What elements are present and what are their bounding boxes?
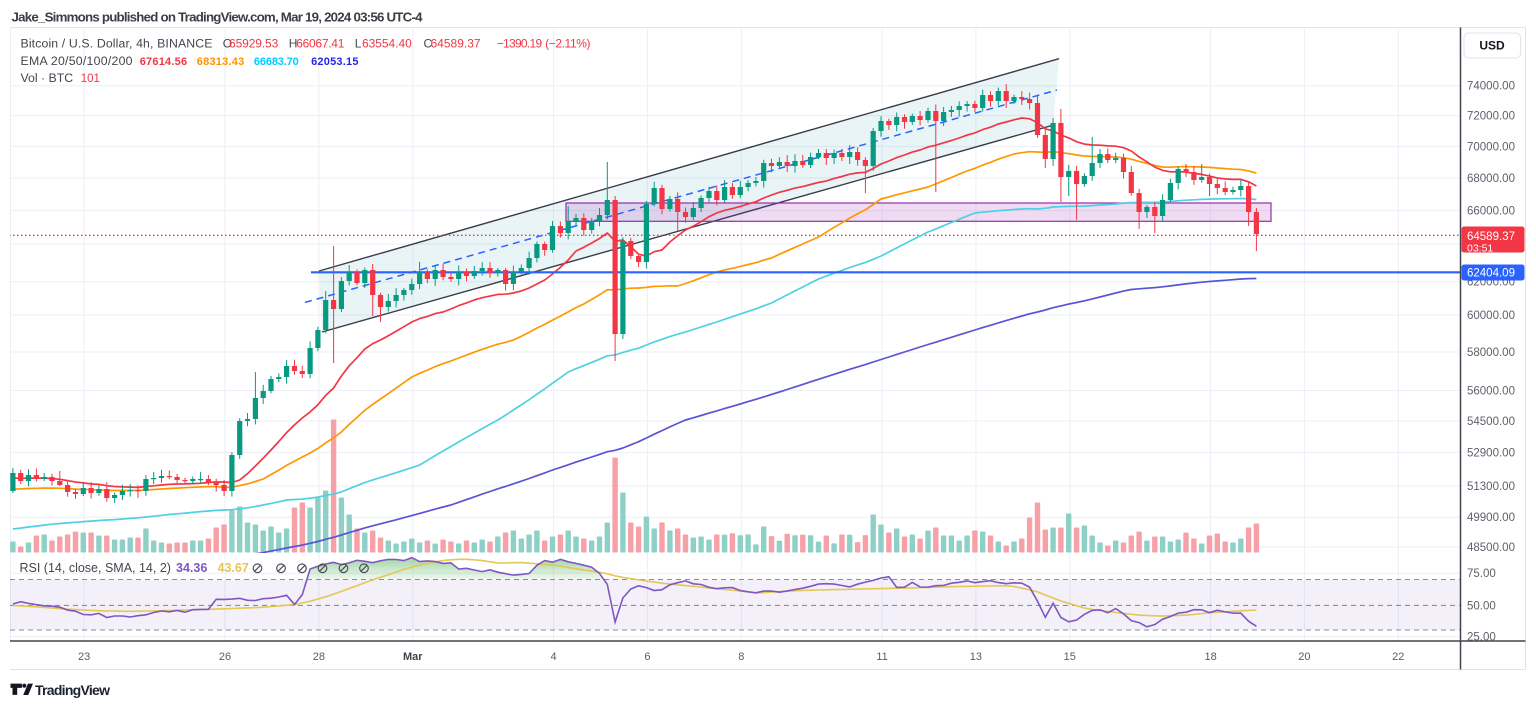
svg-text:34.36: 34.36: [176, 561, 207, 575]
svg-text:13: 13: [970, 651, 982, 663]
svg-text:50.00: 50.00: [1467, 600, 1496, 612]
svg-text:28: 28: [313, 651, 325, 663]
svg-text:15: 15: [1064, 651, 1076, 663]
svg-text:25.00: 25.00: [1467, 632, 1496, 644]
svg-text:58000.00: 58000.00: [1467, 347, 1515, 359]
svg-text:4: 4: [551, 651, 557, 663]
svg-text:Vol · BTC: Vol · BTC: [21, 71, 74, 85]
svg-text:20: 20: [1298, 651, 1310, 663]
svg-text:72000.00: 72000.00: [1467, 111, 1515, 123]
svg-text:54500.00: 54500.00: [1467, 416, 1515, 428]
svg-text:6: 6: [644, 651, 650, 663]
svg-text:48500.00: 48500.00: [1467, 542, 1515, 554]
svg-text:TradingView: TradingView: [35, 682, 110, 698]
svg-text:Mar: Mar: [403, 651, 423, 663]
svg-text:64589.37: 64589.37: [1467, 231, 1515, 243]
svg-text:11: 11: [876, 651, 887, 663]
svg-text:66000.00: 66000.00: [1467, 206, 1515, 218]
svg-text:68000.00: 68000.00: [1467, 173, 1515, 185]
svg-text:74000.00: 74000.00: [1467, 81, 1515, 93]
svg-text:26: 26: [219, 651, 231, 663]
svg-text:49900.00: 49900.00: [1467, 512, 1515, 524]
svg-text:USD: USD: [1479, 39, 1505, 53]
svg-text:101: 101: [81, 73, 100, 85]
svg-text:23: 23: [78, 651, 90, 663]
svg-text:60000.00: 60000.00: [1467, 310, 1515, 322]
svg-text:70000.00: 70000.00: [1467, 141, 1515, 153]
svg-text:75.00: 75.00: [1467, 568, 1496, 580]
svg-text:RSI (14, close, SMA, 14, 2): RSI (14, close, SMA, 14, 2): [20, 561, 171, 575]
svg-text:03:51: 03:51: [1467, 243, 1493, 255]
svg-text:18: 18: [1204, 651, 1216, 663]
svg-text:EMA 20/50/100/200: EMA 20/50/100/200: [21, 54, 133, 68]
svg-text:51300.00: 51300.00: [1467, 481, 1515, 493]
svg-text:62404.09: 62404.09: [1467, 268, 1515, 280]
svg-text:52900.00: 52900.00: [1467, 447, 1515, 459]
svg-text:Bitcoin / U.S. Dollar, 4h, BIN: Bitcoin / U.S. Dollar, 4h, BINANCE: [21, 37, 213, 51]
svg-text:56000.00: 56000.00: [1467, 386, 1515, 398]
svg-text:22: 22: [1392, 651, 1404, 663]
svg-text:Jake_Simmons published on Trad: Jake_Simmons published on TradingView.co…: [12, 10, 424, 25]
svg-text:8: 8: [738, 651, 744, 663]
svg-text:43.67: 43.67: [218, 561, 249, 575]
